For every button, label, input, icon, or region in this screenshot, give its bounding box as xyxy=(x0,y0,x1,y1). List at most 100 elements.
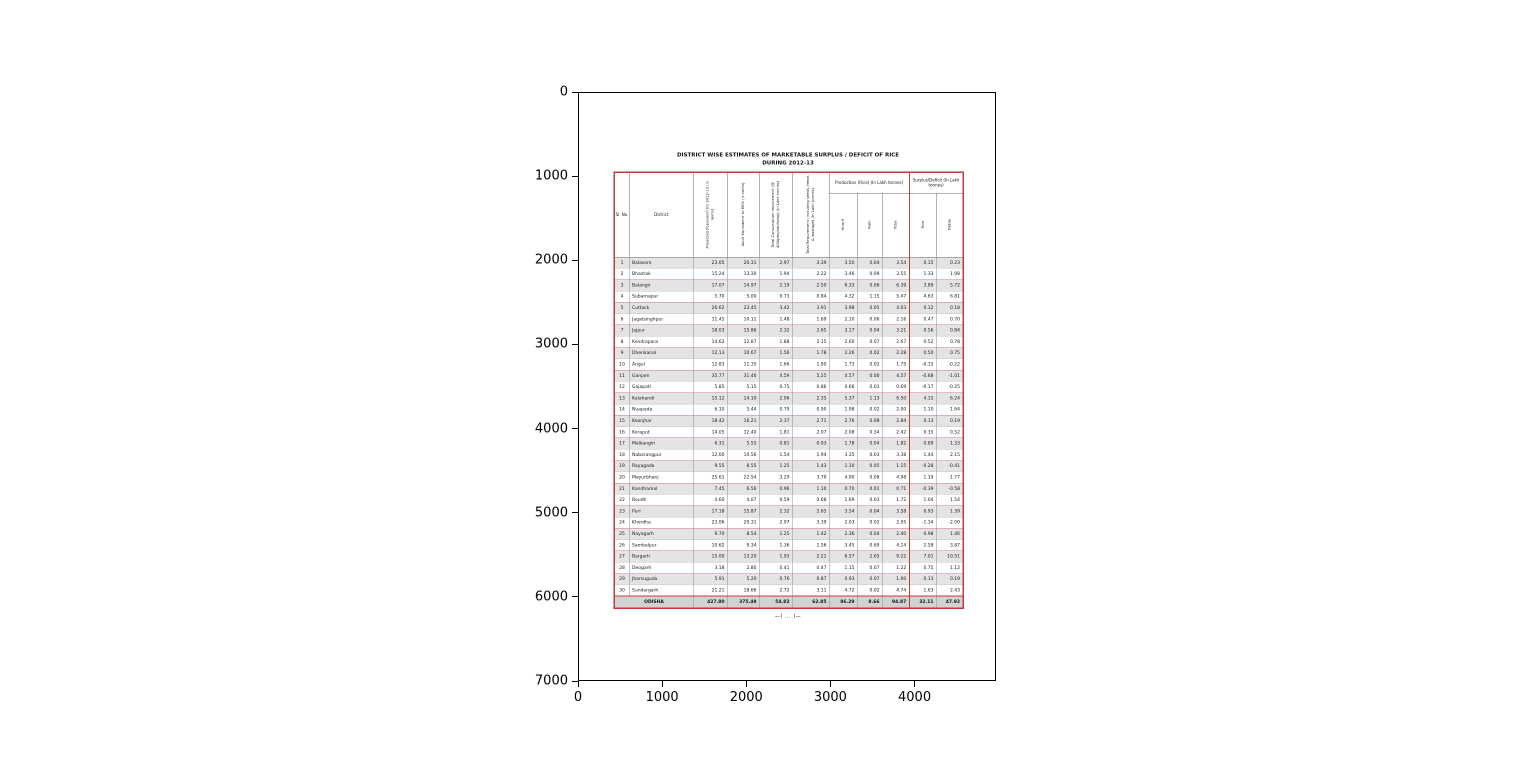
value-cell: 1.98 xyxy=(829,404,858,416)
district-cell: Keonjhar xyxy=(629,415,694,427)
sl-cell: 12 xyxy=(614,381,630,393)
value-cell: 18.66 xyxy=(727,584,760,597)
value-cell: 5.55 xyxy=(727,437,760,450)
district-cell: Khordha xyxy=(629,517,694,529)
value-cell: 0.02 xyxy=(857,404,883,416)
value-cell: 47.92 xyxy=(936,595,964,609)
table-row: 4 Subarnapur 5.70 5.00 0.73 0.84 4.32 1.15 5.47 4… xyxy=(614,291,964,303)
value-cell: 0.98 xyxy=(908,528,937,540)
value-cell: 1.94 xyxy=(759,268,793,281)
district-cell: Sambalpur xyxy=(629,539,694,552)
y-tick-label: 3000 xyxy=(534,336,568,352)
value-cell: 3.38 xyxy=(881,449,910,461)
value-cell: 0.13 xyxy=(908,573,937,586)
value-cell: 4.57 xyxy=(829,370,858,382)
value-cell: 26.62 xyxy=(693,302,728,314)
district-cell: Balasore xyxy=(629,257,694,269)
value-cell: 25.61 xyxy=(693,471,728,484)
col-header-total: Total xyxy=(881,192,910,258)
value-cell: 3.42 xyxy=(759,302,793,314)
value-cell: 6.81 xyxy=(936,291,964,303)
value-cell: 14.05 xyxy=(693,426,728,439)
value-cell: 2.00 xyxy=(881,404,910,416)
value-cell: 7.01 xyxy=(908,550,937,563)
value-cell: 23.06 xyxy=(693,517,728,529)
value-cell: 18.42 xyxy=(693,415,728,427)
value-cell: 0.35 xyxy=(908,426,937,439)
value-cell: 2.06 xyxy=(759,392,793,405)
sl-cell: 3 xyxy=(614,279,630,292)
x-tick-label: 4000 xyxy=(898,690,932,705)
value-cell: 0.06 xyxy=(857,313,883,326)
value-cell: 2.26 xyxy=(829,347,858,360)
table-header-row-2: Kharif Rabi Total Rice Paddy xyxy=(614,192,964,258)
value-cell: 0.19 xyxy=(936,415,964,427)
table-row: 22 Boudh 4.60 4.07 0.59 0.68 1.69 0.03 1.72 1.04 1… xyxy=(614,494,964,506)
value-cell: 10.51 xyxy=(936,550,964,563)
value-cell: 12.83 xyxy=(693,358,728,371)
x-tick-mark xyxy=(829,681,831,687)
value-cell: 427.80 xyxy=(693,595,728,609)
district-cell: Jajpur xyxy=(629,324,694,337)
col-header-adult-equivalent: Adult Equivalent to 85% (in lakhs) xyxy=(727,171,760,258)
value-cell: 4.90 xyxy=(829,471,858,484)
value-cell: 0.52 xyxy=(908,336,937,348)
value-cell: -0.58 xyxy=(936,483,964,495)
value-cell: 1.75 xyxy=(881,358,910,371)
value-cell: -0.68 xyxy=(908,370,937,382)
col-header-kharif: Kharif xyxy=(829,192,858,258)
col-header-sl-no: Sl. No. xyxy=(614,171,630,258)
value-cell: 0.81 xyxy=(759,437,793,450)
sl-cell: 30 xyxy=(614,584,630,597)
value-cell: 2.32 xyxy=(759,324,793,337)
value-cell: 35.77 xyxy=(693,370,728,382)
value-cell: 2.97 xyxy=(759,257,793,269)
value-cell: 13.20 xyxy=(727,550,760,563)
district-cell: Dhenkanal xyxy=(629,347,694,360)
value-cell: 0.03 xyxy=(857,449,883,461)
value-cell: 9.55 xyxy=(693,460,728,473)
table-frame: Sl. No. District Projected Population fo… xyxy=(613,171,965,609)
table-row: 1 Balasore 23.05 20.31 2.97 3.39 3.50 0.04 3.54 0… xyxy=(614,257,964,269)
value-cell: 0.07 xyxy=(857,562,883,574)
value-cell: 0.08 xyxy=(857,415,883,427)
value-cell: 6.33 xyxy=(829,279,858,292)
value-cell: 2.35 xyxy=(792,392,830,405)
value-cell: 1.54 xyxy=(936,494,964,506)
value-cell: 0.08 xyxy=(857,471,883,484)
value-cell: 6.24 xyxy=(936,392,964,405)
value-cell: 2.80 xyxy=(727,562,760,574)
value-cell: 0.50 xyxy=(908,347,937,360)
value-cell: 2.42 xyxy=(881,426,910,439)
value-cell: 5.91 xyxy=(693,573,728,586)
value-cell: 0.86 xyxy=(792,381,830,393)
y-tick-mark xyxy=(572,175,578,177)
table-row: 12 Gajapati 5.85 5.15 0.75 0.86 0.66 0.03 0.69 -0… xyxy=(614,381,964,393)
value-cell: 15.24 xyxy=(693,268,728,281)
value-cell: 1.56 xyxy=(792,539,830,552)
sl-cell: 23 xyxy=(614,505,630,518)
value-cell: -0.28 xyxy=(908,460,937,473)
table-row: 3 Balangir 17.07 14.97 2.19 2.50 6.33 0.06 6.39 3… xyxy=(614,279,964,292)
y-tick-mark xyxy=(572,680,578,682)
value-cell: 20.31 xyxy=(727,257,760,269)
value-cell: 1.19 xyxy=(908,471,937,484)
value-cell: 1.15 xyxy=(829,562,858,574)
district-cell: Kalahandi xyxy=(629,392,694,405)
col-header-projected-population: Projected Population for 2012-13 (in lak… xyxy=(693,171,728,258)
table-row: 5 Cuttack 26.62 23.45 3.42 3.91 3.98 0.05 4.03 0.… xyxy=(614,302,964,314)
value-cell: 0.96 xyxy=(759,483,793,495)
value-cell: -2.00 xyxy=(936,517,964,529)
value-cell: 0.01 xyxy=(857,483,883,495)
value-cell: 1.46 xyxy=(936,528,964,540)
district-cell: Gajapati xyxy=(629,381,694,393)
rotated-header-text: Total xyxy=(893,220,898,230)
value-cell: 0.71 xyxy=(881,483,910,495)
value-cell: 0.73 xyxy=(759,291,793,303)
rotated-header-text: Total Consumption requirement (@ 400gms/… xyxy=(770,180,781,249)
value-cell: 1.25 xyxy=(759,528,793,540)
value-cell: 0.23 xyxy=(936,257,964,269)
value-cell: 5.44 xyxy=(727,404,760,416)
value-cell: 1.78 xyxy=(829,437,858,450)
value-cell: -1.34 xyxy=(908,517,937,529)
